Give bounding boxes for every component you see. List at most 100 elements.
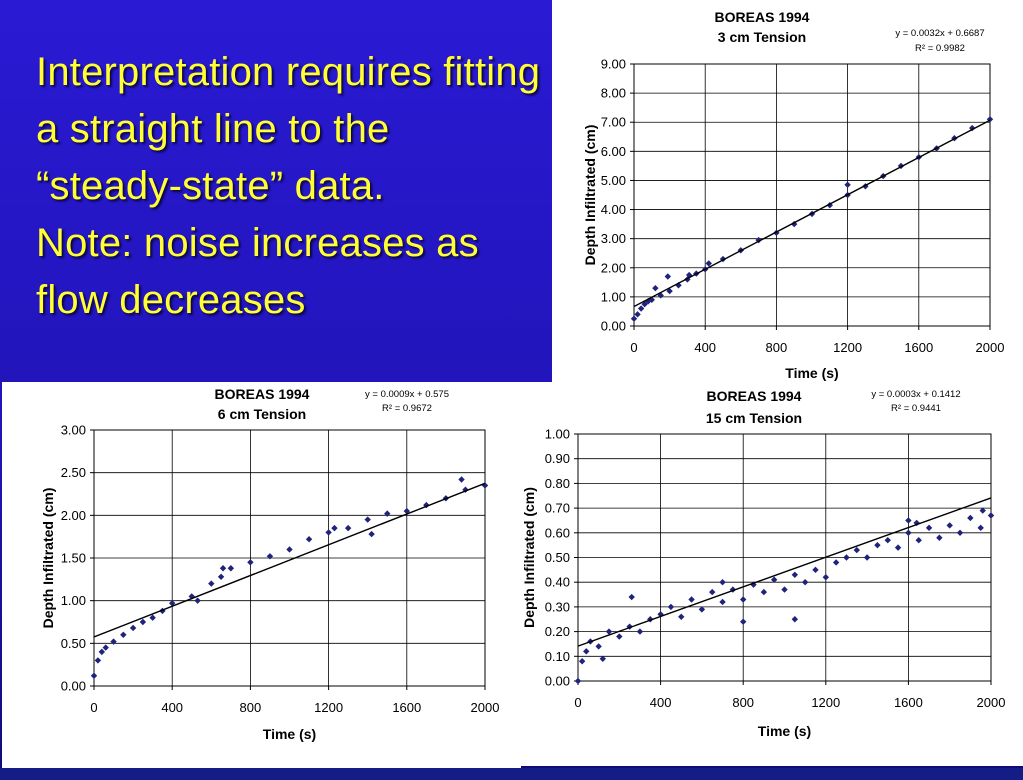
x-axis-label: Time (s) bbox=[758, 723, 811, 739]
y-tick-label: 3.00 bbox=[61, 423, 86, 438]
y-tick-label: 1.00 bbox=[61, 593, 86, 608]
data-point bbox=[987, 512, 995, 519]
data-point bbox=[481, 482, 489, 489]
data-point bbox=[423, 501, 430, 509]
data-point bbox=[862, 183, 869, 190]
y-tick-label: 0.00 bbox=[601, 319, 626, 334]
y-tick-label: 2.00 bbox=[61, 508, 86, 523]
data-point bbox=[462, 486, 469, 493]
y-tick-label: 0.10 bbox=[545, 649, 570, 664]
x-tick-label: 2000 bbox=[977, 695, 1006, 710]
trendline bbox=[577, 497, 992, 647]
x-tick-label: 0 bbox=[630, 340, 637, 355]
data-point bbox=[630, 315, 638, 322]
x-tick-label: 0 bbox=[90, 700, 97, 715]
x-tick-label: 800 bbox=[240, 700, 262, 715]
data-point bbox=[729, 586, 737, 593]
y-tick-label: 0.40 bbox=[545, 575, 570, 590]
data-point bbox=[458, 476, 465, 483]
data-point bbox=[94, 657, 102, 664]
x-tick-label: 1200 bbox=[314, 700, 343, 715]
data-point bbox=[578, 658, 586, 665]
data-point bbox=[863, 554, 871, 561]
data-point bbox=[894, 544, 902, 551]
slide-line-2: Note: noise increases as flow decreases bbox=[36, 221, 479, 322]
data-point bbox=[832, 559, 840, 566]
x-axis-label: Time (s) bbox=[263, 726, 316, 742]
data-point bbox=[266, 553, 274, 560]
y-axis-label: Depth Infiltrated (cm) bbox=[40, 488, 56, 629]
data-point bbox=[227, 565, 235, 572]
data-point bbox=[822, 574, 829, 581]
data-point bbox=[698, 606, 706, 613]
data-point bbox=[844, 181, 851, 189]
y-tick-label: 8.00 bbox=[601, 86, 626, 101]
y-tick-label: 0.00 bbox=[545, 674, 570, 689]
y-tick-label: 3.00 bbox=[601, 231, 626, 246]
chart-title: BOREAS 1994 bbox=[715, 9, 810, 25]
trendline bbox=[633, 119, 991, 308]
chart-svg: 0.00 0.10 0.20 0.30 0.40 0.50 0.60 0.70 0.80 0.90… bbox=[521, 388, 1006, 739]
y-tick-label: 1.00 bbox=[601, 289, 626, 304]
y-tick-label: 0.00 bbox=[61, 679, 86, 694]
y-tick-label: 0.60 bbox=[545, 525, 570, 540]
y-tick-label: 6.00 bbox=[601, 144, 626, 159]
data-point bbox=[208, 580, 215, 587]
x-tick-label: 1200 bbox=[833, 340, 862, 355]
y-tick-label: 0.90 bbox=[545, 451, 570, 466]
chart-svg: 0.00 1.00 2.00 3.00 4.00 5.00 6.00 7.00 8.00 9.00… bbox=[582, 9, 1005, 381]
y-axis-label: Depth Infiltrated (cm) bbox=[521, 487, 537, 628]
data-point bbox=[740, 596, 747, 603]
data-point bbox=[583, 648, 590, 655]
x-tick-label: 800 bbox=[766, 340, 788, 355]
data-point bbox=[98, 648, 106, 656]
x-tick-label: 400 bbox=[694, 340, 716, 355]
trend-equation: y = 0.0032x + 0.6687 bbox=[895, 28, 984, 39]
y-tick-label: 1.00 bbox=[545, 427, 570, 442]
data-point bbox=[139, 618, 147, 626]
data-point bbox=[102, 644, 109, 651]
data-point bbox=[678, 613, 685, 620]
x-tick-label: 1200 bbox=[811, 695, 840, 710]
data-point bbox=[719, 255, 727, 263]
y-tick-label: 5.00 bbox=[601, 173, 626, 188]
x-tick-label: 1600 bbox=[894, 695, 923, 710]
x-tick-label: 2000 bbox=[976, 340, 1005, 355]
data-point bbox=[791, 616, 799, 623]
r-squared-label: R² = 0.9672 bbox=[382, 403, 432, 414]
data-point bbox=[897, 162, 905, 170]
chart-3cm-tension: 0.00 1.00 2.00 3.00 4.00 5.00 6.00 7.00 8.00 9.00… bbox=[552, 0, 1023, 384]
chart-subtitle: 6 cm Tension bbox=[218, 406, 306, 422]
chart-6cm-tension: 0.00 0.50 1.00 1.50 2.00 2.50 3.00 0 400 800 1200 1… bbox=[2, 382, 521, 768]
r-squared-label: R² = 0.9441 bbox=[891, 403, 941, 414]
y-tick-label: 0.50 bbox=[545, 550, 570, 565]
y-tick-label: 1.50 bbox=[61, 551, 86, 566]
trend-equation: y = 0.0003x + 0.1412 bbox=[871, 389, 960, 400]
trendline bbox=[93, 482, 486, 638]
data-point bbox=[286, 546, 293, 553]
data-point bbox=[936, 534, 943, 541]
slide-text: Interpretation requires fitting a straig… bbox=[36, 44, 546, 329]
data-point bbox=[781, 586, 788, 593]
bottom-strip bbox=[0, 768, 1023, 780]
chart-15cm-tension: 0.00 0.10 0.20 0.30 0.40 0.50 0.60 0.70 0.80 0.90… bbox=[521, 382, 1023, 766]
data-point bbox=[219, 565, 227, 572]
y-tick-label: 2.00 bbox=[601, 260, 626, 275]
trend-equation: y = 0.0009x + 0.575 bbox=[365, 389, 449, 400]
chart-title: BOREAS 1994 bbox=[215, 386, 310, 402]
data-point bbox=[884, 537, 891, 544]
chart-title: BOREAS 1994 bbox=[707, 388, 802, 404]
x-tick-label: 0 bbox=[574, 695, 581, 710]
x-axis-label: Time (s) bbox=[785, 365, 838, 381]
data-point bbox=[843, 554, 850, 561]
y-tick-label: 7.00 bbox=[601, 115, 626, 130]
y-tick-label: 0.80 bbox=[545, 476, 570, 491]
x-tick-label: 800 bbox=[732, 695, 754, 710]
chart-subtitle: 3 cm Tension bbox=[718, 29, 806, 45]
x-tick-label: 2000 bbox=[471, 700, 500, 715]
r-squared-label: R² = 0.9982 bbox=[915, 43, 965, 54]
y-tick-label: 0.30 bbox=[545, 599, 570, 614]
x-tick-label: 400 bbox=[161, 700, 183, 715]
data-point bbox=[688, 596, 695, 603]
chart-svg: 0.00 0.50 1.00 1.50 2.00 2.50 3.00 0 400 800 1200 1… bbox=[40, 386, 500, 742]
